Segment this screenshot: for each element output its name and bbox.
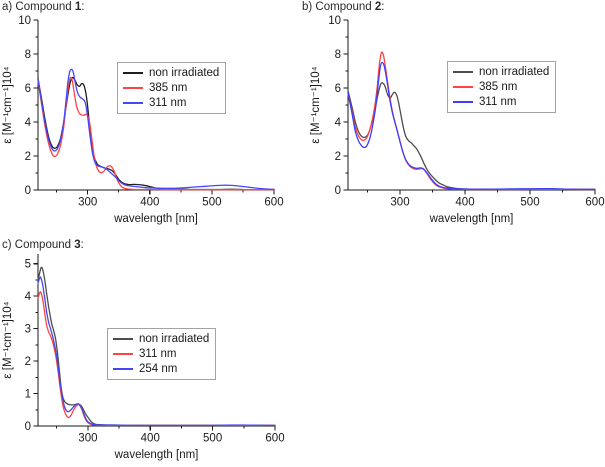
- legend-line-non-irradiated: [113, 338, 133, 340]
- spectrum-plot-compound-2: 300 400 500 600 0 2 4 6 8 10 wavelength [nm] ε [M⁻¹…: [310, 15, 605, 225]
- panel-title-a-suffix: :: [81, 1, 85, 13]
- legend-line-311nm: [123, 102, 143, 104]
- y-tick-label: 5: [25, 259, 31, 271]
- y-tick-label: 10: [18, 15, 31, 27]
- legend-item: 311 nm: [113, 347, 209, 361]
- legend-item: 385 nm: [123, 81, 219, 95]
- x-tick-label: 400: [140, 197, 159, 209]
- x-tick-label: 600: [265, 433, 284, 445]
- legend-b: non irradiated 385 nm 311 nm: [447, 61, 557, 113]
- legend-item: non irradiated: [113, 332, 209, 346]
- x-axis-label: wavelength [nm]: [114, 449, 199, 461]
- legend-line-254nm: [113, 368, 133, 370]
- x-tick-label: 600: [585, 197, 604, 209]
- legend-item: 311 nm: [123, 96, 219, 110]
- legend-label: 311 nm: [139, 348, 177, 360]
- y-tick-label: 10: [328, 15, 341, 27]
- y-axis-label: ε [M⁻¹cm⁻¹]10⁴: [2, 301, 14, 378]
- curve-385-nm: [37, 76, 275, 191]
- legend-item: 311 nm: [453, 95, 549, 109]
- x-tick-label: 300: [390, 197, 409, 209]
- curve-311-nm: [37, 68, 275, 190]
- legend-line-311nm: [113, 353, 133, 355]
- panel-compound-3: c) Compound 3: 300 400 500 600 0 1 2 3 4 5 wavelen…: [0, 238, 300, 467]
- legend-c: non irradiated 311 nm 254 nm: [107, 328, 217, 380]
- y-tick-label: 8: [25, 49, 31, 61]
- x-tick-label: 500: [202, 197, 221, 209]
- y-tick-label: 2: [25, 151, 31, 163]
- legend-line-311nm: [453, 101, 473, 103]
- legend-item: 254 nm: [113, 362, 209, 376]
- y-axis-label: ε [M⁻¹cm⁻¹]10⁴: [2, 66, 14, 143]
- panel-title-c: c) Compound 3:: [2, 238, 84, 252]
- panel-title-a-number: 1: [74, 1, 82, 13]
- x-tick-label: 600: [264, 197, 283, 209]
- y-tick-label: 2: [25, 356, 31, 368]
- y-axis-label: ε [M⁻¹cm⁻¹]10⁴: [310, 66, 322, 143]
- x-tick-label: 300: [78, 433, 97, 445]
- curve-254-nm: [37, 276, 276, 427]
- x-tick-label: 400: [141, 433, 160, 445]
- legend-label: non irradiated: [139, 333, 210, 345]
- spectrum-plot-compound-3: 300 400 500 600 0 1 2 3 4 5 wavelength [nm] ε [M⁻¹c…: [2, 254, 285, 461]
- legend-label: 385 nm: [149, 82, 188, 94]
- curve-311-nm: [347, 61, 596, 190]
- y-tick-label: 4: [25, 291, 32, 303]
- x-axis-label: wavelength [nm]: [429, 213, 514, 225]
- panel-title-b-suffix: :: [381, 1, 385, 13]
- panel-title-a-prefix: a) Compound: [2, 1, 75, 13]
- legend-line-non-irradiated: [453, 71, 473, 73]
- x-tick-label: 500: [520, 197, 539, 209]
- panel-title-c-number: 3: [74, 239, 81, 251]
- legend-line-385nm: [453, 86, 473, 88]
- x-axis-label: wavelength [nm]: [113, 213, 198, 225]
- panel-compound-2: b) Compound 2: 300 400 500 600 0 2 4 6 8 10 wavele…: [300, 0, 605, 232]
- x-tick-label: 300: [78, 197, 97, 209]
- legend-a: non irradiated 385 nm 311 nm: [117, 62, 227, 114]
- panel-title-b-number: 2: [374, 1, 382, 13]
- panel-title-c-prefix: c) Compound: [2, 239, 75, 251]
- legend-item: non irradiated: [123, 66, 219, 80]
- y-tick-label: 0: [25, 185, 31, 197]
- y-tick-label: 0: [25, 421, 31, 433]
- y-tick-label: 0: [335, 185, 341, 197]
- y-tick-label: 6: [335, 83, 341, 95]
- y-tick-label: 3: [25, 324, 31, 336]
- panel-title-a: a) Compound 1:: [2, 0, 84, 14]
- x-tick-label: 400: [455, 197, 474, 209]
- panel-compound-1: a) Compound 1: 300 400 500 600 0 2 4 6 8 10 wavele…: [0, 0, 300, 232]
- y-tick-label: 6: [25, 83, 31, 95]
- y-tick-label: 4: [25, 117, 32, 129]
- legend-line-385nm: [123, 87, 143, 89]
- legend-item: 385 nm: [453, 80, 549, 94]
- spectrum-plot-compound-1: 300 400 500 600 0 2 4 6 8 10 wavelength [nm] ε [M⁻¹…: [2, 15, 284, 225]
- legend-label: 311 nm: [479, 96, 517, 108]
- y-tick-label: 1: [25, 389, 31, 401]
- panel-title-b-prefix: b) Compound: [302, 1, 375, 13]
- legend-line-non-irradiated: [123, 72, 143, 74]
- y-tick-label: 8: [335, 49, 341, 61]
- legend-label: 254 nm: [139, 363, 178, 375]
- legend-label: 385 nm: [479, 81, 518, 93]
- legend-label: non irradiated: [479, 66, 550, 78]
- x-tick-label: 500: [203, 433, 222, 445]
- panel-title-b: b) Compound 2:: [302, 0, 384, 14]
- legend-item: non irradiated: [453, 65, 549, 79]
- y-tick-label: 2: [335, 151, 341, 163]
- legend-label: non irradiated: [149, 67, 220, 79]
- legend-label: 311 nm: [149, 97, 187, 109]
- y-tick-label: 4: [335, 117, 342, 129]
- panel-title-c-suffix: :: [80, 239, 84, 251]
